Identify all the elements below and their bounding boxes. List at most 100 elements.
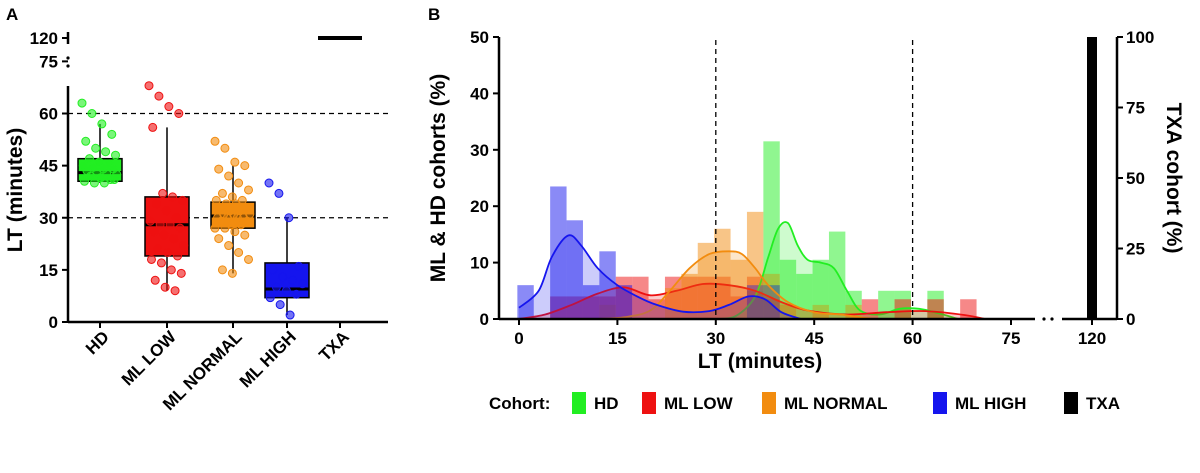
data-point-ml-low (159, 230, 169, 240)
bar-ml-high (615, 285, 633, 319)
data-point-ml-low (145, 216, 155, 226)
data-point-ml-normal (224, 241, 234, 251)
x-tick-label: 15 (608, 329, 627, 348)
data-point-ml-high (271, 282, 281, 292)
data-point-ml-low (171, 213, 181, 223)
panel-b-right-y-axis-title: TXA cohort (%) (1162, 103, 1185, 254)
density-fill-ml-normal (597, 251, 874, 319)
y-tick-label: 30 (39, 209, 58, 228)
legend-label-txa: TXA (1086, 394, 1120, 413)
data-point-ml-high (264, 178, 274, 188)
data-point-ml-normal (230, 227, 240, 237)
panel-b-reference-lines (715, 40, 914, 319)
data-point-ml-normal (240, 230, 250, 240)
data-point-hd (86, 171, 96, 181)
data-point-hd (77, 98, 87, 108)
data-point-ml-normal (211, 195, 221, 205)
data-point-ml-low (149, 227, 159, 237)
left-y-tick-label: 0 (480, 310, 489, 329)
data-point-ml-low (150, 275, 160, 285)
data-point-hd (79, 176, 89, 186)
legend: Cohort: HD ML LOW ML NORMAL ML HIGH TXA (489, 392, 1120, 414)
data-point-ml-normal (224, 171, 234, 181)
right-y-tick-label: 100 (1126, 28, 1154, 47)
data-point-ml-low (148, 122, 158, 132)
x-tick-label: 30 (706, 329, 725, 348)
data-point-ml-normal (234, 248, 244, 257)
panel-a: A LT (minutes) 0 15 30 45 60 75 120 HD ML LOW ML… (4, 5, 388, 414)
data-point-ml-low (144, 81, 154, 91)
legend-title: Cohort: (489, 394, 550, 413)
legend-swatch-ml-low (642, 392, 656, 414)
y-tick-label: 75 (39, 52, 58, 71)
legend-swatch-ml-high (933, 392, 947, 414)
legend-label-ml-low: ML LOW (664, 394, 734, 413)
right-y-tick-label: 0 (1126, 310, 1135, 329)
data-point-ml-normal (215, 202, 225, 212)
data-point-ml-normal (210, 223, 220, 233)
left-y-tick-label: 10 (470, 254, 489, 273)
data-point-ml-normal (220, 143, 230, 153)
legend-label-hd: HD (594, 394, 619, 413)
right-y-tick-label: 50 (1126, 169, 1145, 188)
data-point-hd (94, 157, 104, 167)
data-point-ml-normal (236, 220, 246, 230)
x-tick-label: 45 (805, 329, 824, 348)
data-point-ml-normal (220, 223, 230, 233)
axis-break-dot (66, 64, 70, 68)
panel-a-letter: A (6, 5, 18, 24)
legend-swatch-txa (1064, 392, 1078, 414)
data-point-ml-high (294, 261, 304, 271)
data-point-ml-high (275, 300, 285, 310)
legend-swatch-ml-normal (762, 392, 776, 414)
data-point-hd (101, 147, 111, 157)
data-point-ml-normal (240, 161, 250, 171)
y-tick-label: 0 (49, 313, 58, 332)
data-point-ml-normal (210, 136, 220, 146)
category-label: ML LOW (118, 327, 181, 390)
panel-a-points (77, 81, 308, 320)
bar-ml-high (599, 251, 616, 319)
data-point-ml-normal (244, 185, 254, 195)
data-point-ml-low (146, 254, 156, 264)
category-label: ML HIGH (236, 327, 300, 391)
x-tick-label: 120 (1078, 329, 1106, 348)
data-point-ml-high (278, 272, 288, 282)
density-fill-ml-high (519, 235, 802, 319)
data-point-ml-normal (216, 216, 226, 226)
data-point-hd (97, 119, 107, 129)
data-point-ml-high (291, 289, 301, 299)
data-point-ml-low (158, 188, 168, 198)
data-point-hd (102, 168, 112, 178)
data-point-ml-high (298, 279, 308, 289)
data-point-hd (89, 178, 99, 188)
data-point-ml-low (160, 282, 170, 292)
bar-txa (1087, 37, 1097, 319)
data-point-hd (87, 109, 97, 118)
data-point-ml-low (153, 244, 163, 254)
data-point-ml-low (161, 206, 171, 216)
bar-ml-low (960, 299, 977, 319)
density-curve-ml-low (518, 282, 985, 320)
bar-ml-normal (730, 259, 747, 319)
density-curve-ml-normal (597, 250, 874, 320)
panel-a-y-axis-title: LT (minutes) (4, 128, 27, 252)
bar-hd (812, 259, 829, 319)
data-point-ml-high (288, 275, 298, 285)
panel-b-letter: B (428, 5, 440, 24)
right-y-tick-label: 75 (1126, 99, 1145, 118)
legend-label-ml-normal: ML NORMAL (784, 394, 888, 413)
data-point-hd (109, 175, 119, 185)
density-fill-ml-low (519, 283, 985, 319)
x-tick-label: 0 (514, 329, 523, 348)
data-point-ml-high (274, 188, 284, 198)
data-point-ml-low (168, 192, 178, 202)
density-curve-ml-high (518, 234, 802, 320)
data-point-hd (91, 143, 101, 153)
y-tick-label: 120 (30, 29, 58, 48)
data-point-ml-high (268, 265, 278, 275)
left-y-tick-label: 50 (470, 28, 489, 47)
data-point-ml-low (166, 265, 176, 275)
